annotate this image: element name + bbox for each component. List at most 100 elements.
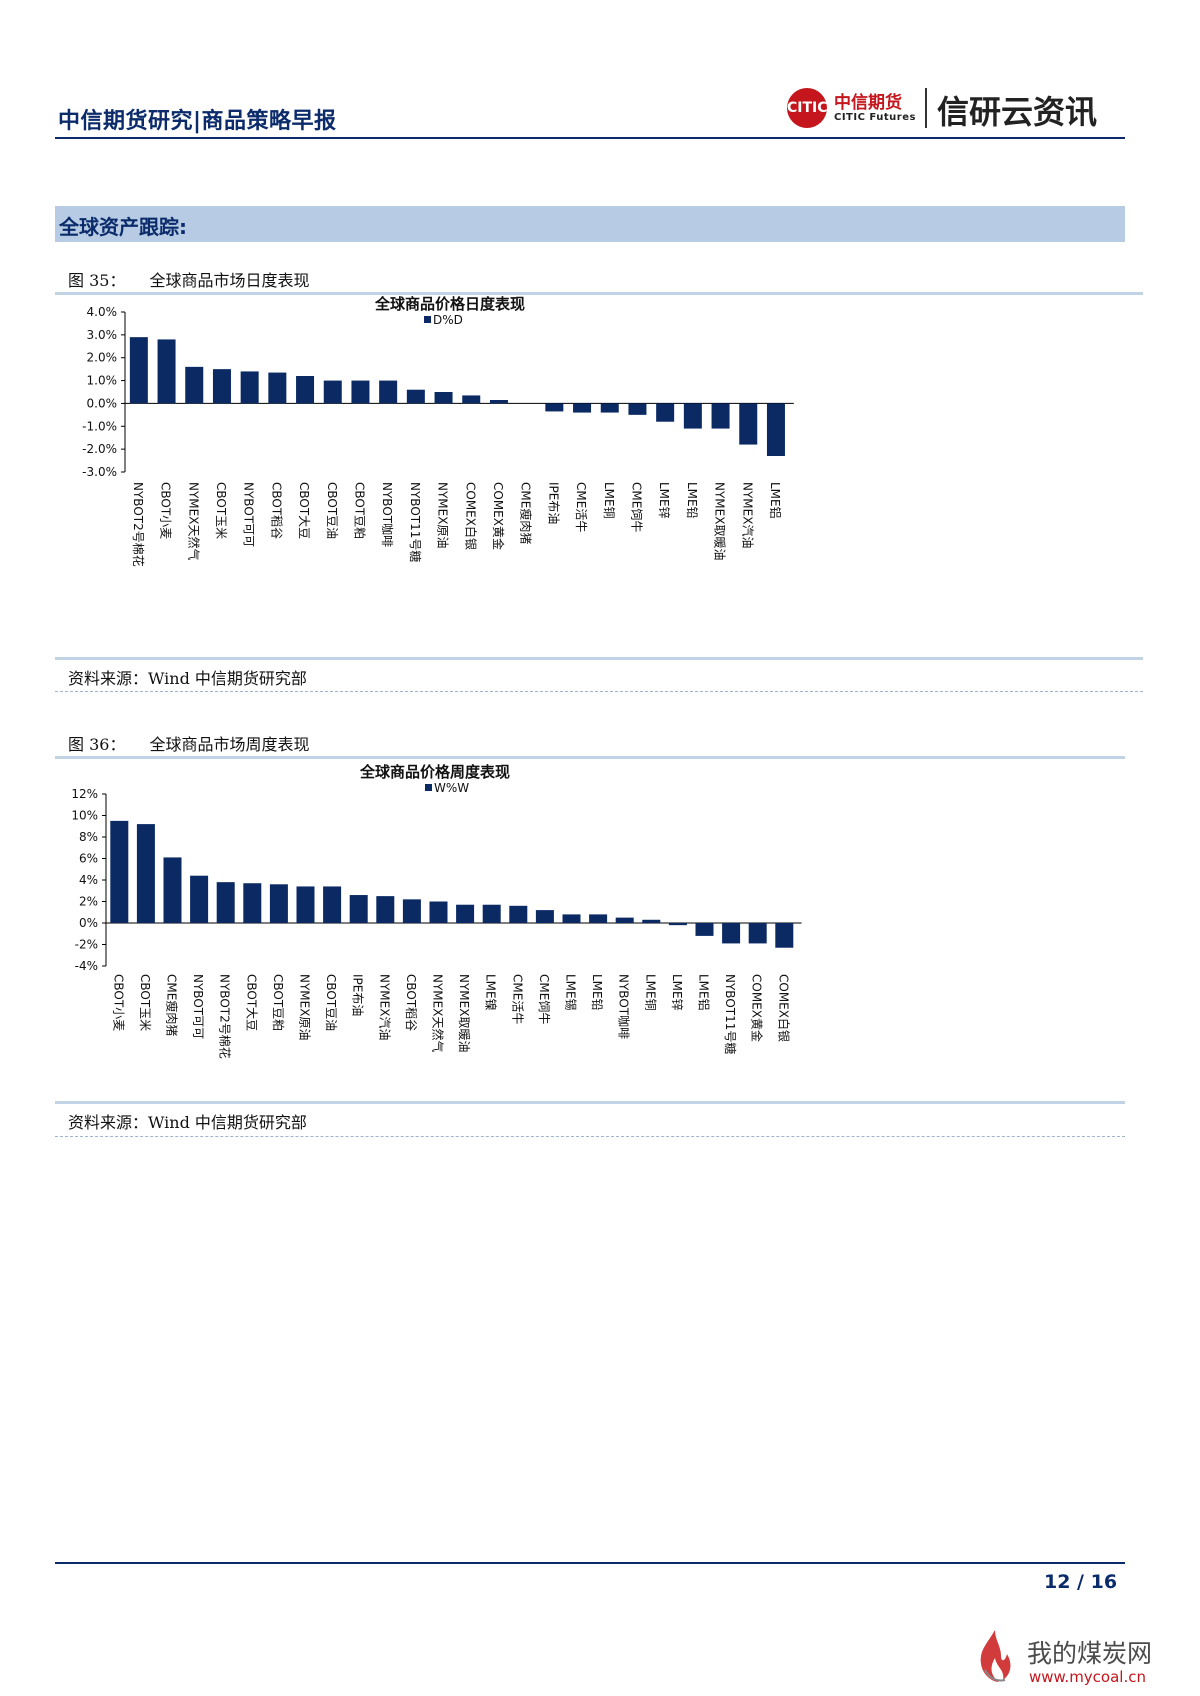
bar xyxy=(163,857,182,923)
bar xyxy=(462,395,481,404)
x-category-label: IPE布油 xyxy=(351,974,365,1016)
bar xyxy=(243,883,262,923)
section-banner: 全球资产跟踪: xyxy=(55,206,1125,242)
x-category-label: LME锌 xyxy=(657,482,671,519)
x-category-label: LME铅 xyxy=(590,974,604,1011)
bar xyxy=(269,884,288,923)
x-category-label: NYBOT2号棉花 xyxy=(131,482,146,567)
x-category-label: NYMEX天然气 xyxy=(431,974,446,1052)
x-category-label: CME活牛 xyxy=(510,974,525,1024)
x-category-label: CBOT豆粕 xyxy=(271,974,286,1031)
x-category-label: NYMEX汽油 xyxy=(377,974,392,1040)
bar xyxy=(695,923,714,936)
logo-company-cn: 中信期货 xyxy=(834,93,902,113)
bar xyxy=(628,403,647,415)
bar xyxy=(656,403,675,422)
y-tick-label: 3.0% xyxy=(87,328,118,342)
page-number: 12 / 16 xyxy=(1044,1571,1118,1593)
y-tick-label: -2% xyxy=(75,938,98,952)
x-category-label: NYMEX天然气 xyxy=(186,482,201,560)
y-tick-label: -1.0% xyxy=(82,419,117,433)
citic-logo: CITIC 中信期货 CITIC Futures 信研云资讯 xyxy=(787,84,1127,134)
x-category-label: CME活牛 xyxy=(574,482,589,532)
flame-logo-icon xyxy=(980,1630,1011,1682)
bar xyxy=(323,886,342,923)
legend-swatch xyxy=(424,316,431,323)
figure-36-dash-rule xyxy=(55,1136,1125,1137)
bar xyxy=(509,905,528,923)
x-category-label: LME铜 xyxy=(643,974,658,1011)
x-category-label: LME铝 xyxy=(697,974,712,1011)
bar xyxy=(535,910,554,923)
bar xyxy=(190,875,209,923)
bar xyxy=(406,389,425,404)
x-category-label: NYBOT咖啡 xyxy=(380,482,395,547)
x-category-label: LME铜 xyxy=(602,482,617,519)
bar xyxy=(240,371,259,404)
chart-title: 全球商品价格日度表现 xyxy=(374,296,525,313)
x-category-label: CME瘦肉猪 xyxy=(519,482,534,544)
x-category-label: NYBOT可可 xyxy=(191,974,205,1039)
x-category-label: COMEX黄金 xyxy=(491,482,506,550)
bar xyxy=(683,403,702,429)
bar xyxy=(268,372,287,404)
figure-36-title: 全球商品市场周度表现 xyxy=(149,735,310,754)
x-category-label: LME锡 xyxy=(564,974,579,1011)
bar xyxy=(351,380,370,404)
bar xyxy=(402,899,421,923)
figure-36-bottom-rule xyxy=(55,1101,1125,1104)
bar xyxy=(489,400,508,404)
bar xyxy=(296,886,315,923)
x-category-label: LME锌 xyxy=(670,974,684,1011)
report-header-title: 中信期货研究|商品策略早报 xyxy=(58,109,337,134)
logo-company-en: CITIC Futures xyxy=(834,112,916,123)
y-tick-label: 0.0% xyxy=(87,396,118,410)
figure-36-source: 资料来源：Wind 中信期货研究部 xyxy=(68,1113,307,1132)
bar xyxy=(136,824,155,923)
x-category-label: CBOT大豆 xyxy=(297,482,311,539)
x-category-label: CME瘦肉猪 xyxy=(165,974,180,1036)
x-category-label: CBOT稻谷 xyxy=(269,482,283,539)
bar xyxy=(434,392,453,404)
x-category-label: IPE布油 xyxy=(546,482,560,524)
bar xyxy=(668,923,687,926)
x-category-label: CBOT小麦 xyxy=(159,482,173,539)
section-title: 全球资产跟踪: xyxy=(59,215,187,239)
bar xyxy=(775,923,794,948)
x-category-label: NYMEX取暖油 xyxy=(457,974,471,1052)
y-tick-label: -4% xyxy=(75,959,98,973)
x-category-label: COMEX白银 xyxy=(463,482,478,550)
watermark-site-name: 我的煤炭网 xyxy=(1027,1639,1153,1668)
y-tick-label: 0% xyxy=(79,916,98,930)
figure-36-number: 图 36： xyxy=(68,735,126,754)
bar xyxy=(185,366,204,404)
x-category-label: NYBOT11号糖 xyxy=(408,482,423,562)
x-category-label: NYMEX汽油 xyxy=(740,482,755,548)
header-rule xyxy=(55,137,1125,139)
bar xyxy=(573,403,592,413)
watermark-url: www.mycoal.cn xyxy=(1029,1668,1146,1686)
y-tick-label: -3.0% xyxy=(82,465,117,479)
figure-35-bottom-rule xyxy=(55,657,1143,660)
bar xyxy=(562,914,581,923)
bar xyxy=(456,904,475,923)
x-category-label: CBOT豆油 xyxy=(325,482,339,539)
x-category-label: CBOT小麦 xyxy=(111,974,125,1031)
y-tick-label: 6% xyxy=(79,852,98,866)
bar xyxy=(711,403,730,429)
x-category-label: NYBOT咖啡 xyxy=(617,974,632,1039)
bar xyxy=(600,403,619,413)
figure-36-caption: 图 36： 全球商品市场周度表现 xyxy=(68,731,309,755)
figure-35-number: 图 35： xyxy=(68,271,126,290)
figure-35-top-rule xyxy=(55,292,1143,295)
logo-slogan: 信研云资讯 xyxy=(937,93,1098,131)
bar xyxy=(296,376,315,404)
bar xyxy=(212,369,231,404)
x-category-label: NYMEX原油 xyxy=(436,482,450,548)
bar xyxy=(615,917,634,923)
figure-35-dash-rule xyxy=(55,691,1143,692)
bar xyxy=(157,339,176,404)
x-category-label: NYBOT11号糖 xyxy=(723,974,738,1054)
x-category-label: CBOT豆粕 xyxy=(352,482,367,539)
